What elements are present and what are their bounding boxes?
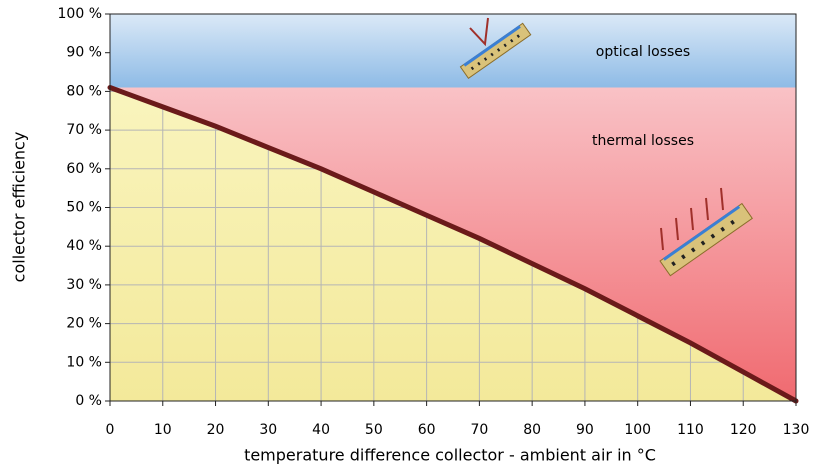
x-tick-label: 90 — [576, 422, 594, 438]
x-tick-label: 130 — [783, 422, 810, 438]
x-tick-label: 70 — [470, 422, 488, 438]
x-tick-label: 10 — [154, 422, 172, 438]
annotation: thermal losses — [592, 133, 694, 149]
y-tick-label: 100 % — [58, 6, 102, 22]
icon-heat-arrows — [660, 187, 724, 251]
x-tick-label: 20 — [207, 422, 225, 438]
x-tick-label: 100 — [624, 422, 651, 438]
x-tick-label: 80 — [523, 422, 541, 438]
y-tick-label: 10 % — [66, 354, 102, 370]
x-tick-label: 30 — [259, 422, 277, 438]
x-tick-label: 110 — [677, 422, 704, 438]
x-tick-label: 50 — [365, 422, 383, 438]
icon-optical — [459, 22, 532, 80]
y-tick-label: 20 % — [66, 316, 102, 332]
efficiency-line — [107, 85, 799, 404]
y-tick-label: 30 % — [66, 277, 102, 293]
y-tick-label: 90 % — [66, 45, 102, 61]
thermal-loss-area — [110, 87, 796, 401]
y-tick-label: 60 % — [66, 161, 102, 177]
x-tick-label: 60 — [418, 422, 436, 438]
x-axis-label: temperature difference collector - ambie… — [244, 446, 656, 465]
x-tick-label: 120 — [730, 422, 757, 438]
y-tick-label: 40 % — [66, 238, 102, 254]
optical-loss-area — [110, 14, 796, 88]
plot-area: 0 % 10 % 20 % 30 % 40 % 50 % 60 % 70 % 80 % 90 % 1… — [58, 6, 810, 438]
y-tick-label: 50 % — [66, 200, 102, 216]
y-tick-label: 0 % — [75, 393, 102, 409]
y-axis-label: collector efficiency — [10, 132, 29, 283]
y-tick-label: 80 % — [66, 83, 102, 99]
y-tick-label: 70 % — [66, 122, 102, 138]
icon-ray — [469, 17, 489, 47]
annotation: optical losses — [596, 44, 690, 60]
icon-thermal — [659, 202, 753, 277]
x-tick-label: 0 — [106, 422, 115, 438]
x-tick-label: 40 — [312, 422, 330, 438]
